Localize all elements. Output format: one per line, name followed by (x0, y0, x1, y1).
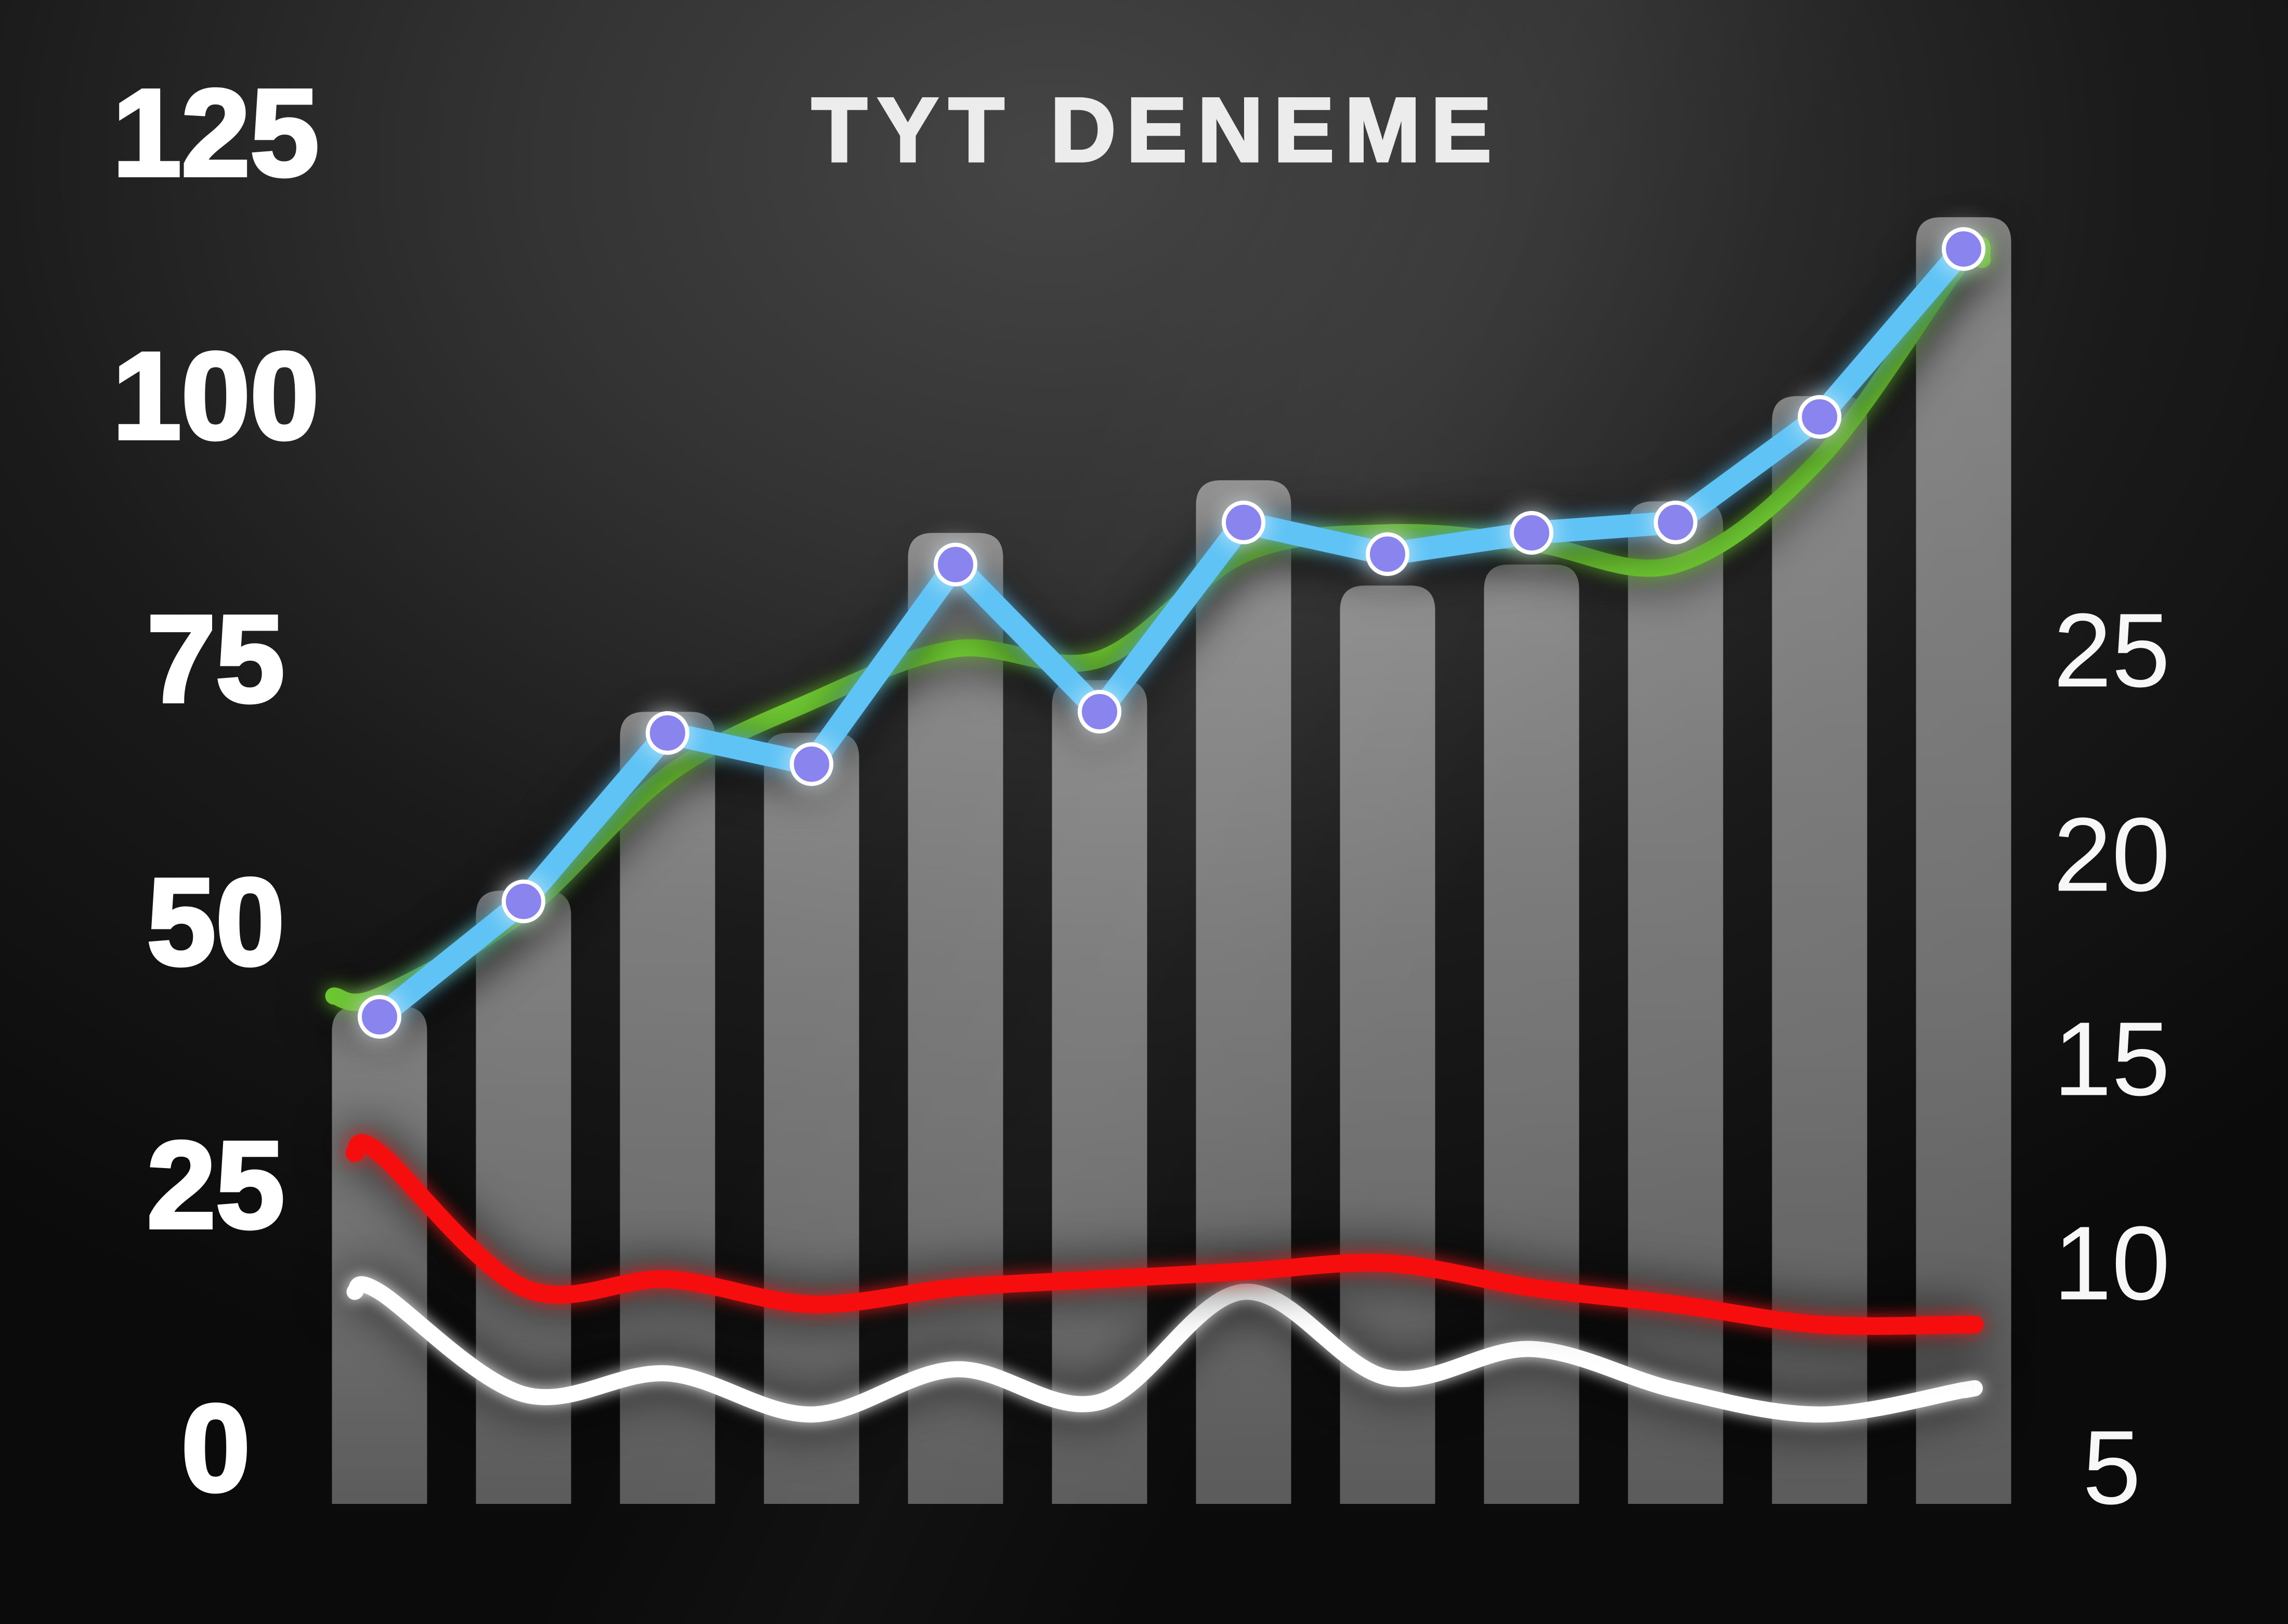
bar (1196, 480, 1291, 1504)
dots-group (358, 227, 1985, 1039)
bar (332, 1006, 427, 1504)
bars-group (332, 217, 2011, 1504)
data-point (790, 742, 833, 786)
bar (1052, 680, 1147, 1504)
lines-group (325, 236, 1991, 1423)
left-axis-tick-label: 125 (111, 62, 321, 204)
data-point (646, 711, 689, 755)
data-point (934, 543, 977, 586)
data-point (502, 880, 545, 923)
data-point (1510, 511, 1553, 555)
data-point (1366, 532, 1409, 576)
bar (908, 533, 1003, 1504)
bar (764, 732, 859, 1504)
data-point (358, 995, 401, 1039)
bar (620, 712, 715, 1504)
white-line (346, 1276, 1983, 1423)
bar (1772, 396, 1867, 1504)
data-point (1942, 227, 1985, 271)
data-point (1078, 690, 1121, 734)
data-point (1222, 501, 1265, 544)
chart-title: TYT DENEME (810, 78, 1502, 182)
right-axis-tick-label: 5 (2082, 1408, 2141, 1526)
bar (1484, 564, 1579, 1504)
data-point (1654, 501, 1697, 544)
left-axis-tick-label: 100 (111, 325, 321, 467)
right-axis-tick-label: 10 (2053, 1204, 2171, 1322)
bar (476, 890, 571, 1504)
right-axis-tick-label: 15 (2053, 1000, 2171, 1118)
left-axis-tick-label: 0 (179, 1378, 252, 1519)
left-axis-tick-label: 25 (145, 1115, 286, 1256)
red-line (346, 1134, 1984, 1335)
left-axis-tick-label: 50 (145, 852, 286, 993)
bar (1916, 217, 2011, 1504)
right-axis-tick-label: 25 (2053, 591, 2171, 709)
blue-line (368, 238, 1975, 1028)
bar (1628, 501, 1723, 1504)
left-axis-tick-label: 75 (145, 588, 286, 730)
right-axis-tick-label: 20 (2053, 795, 2171, 913)
data-point (1798, 395, 1841, 439)
